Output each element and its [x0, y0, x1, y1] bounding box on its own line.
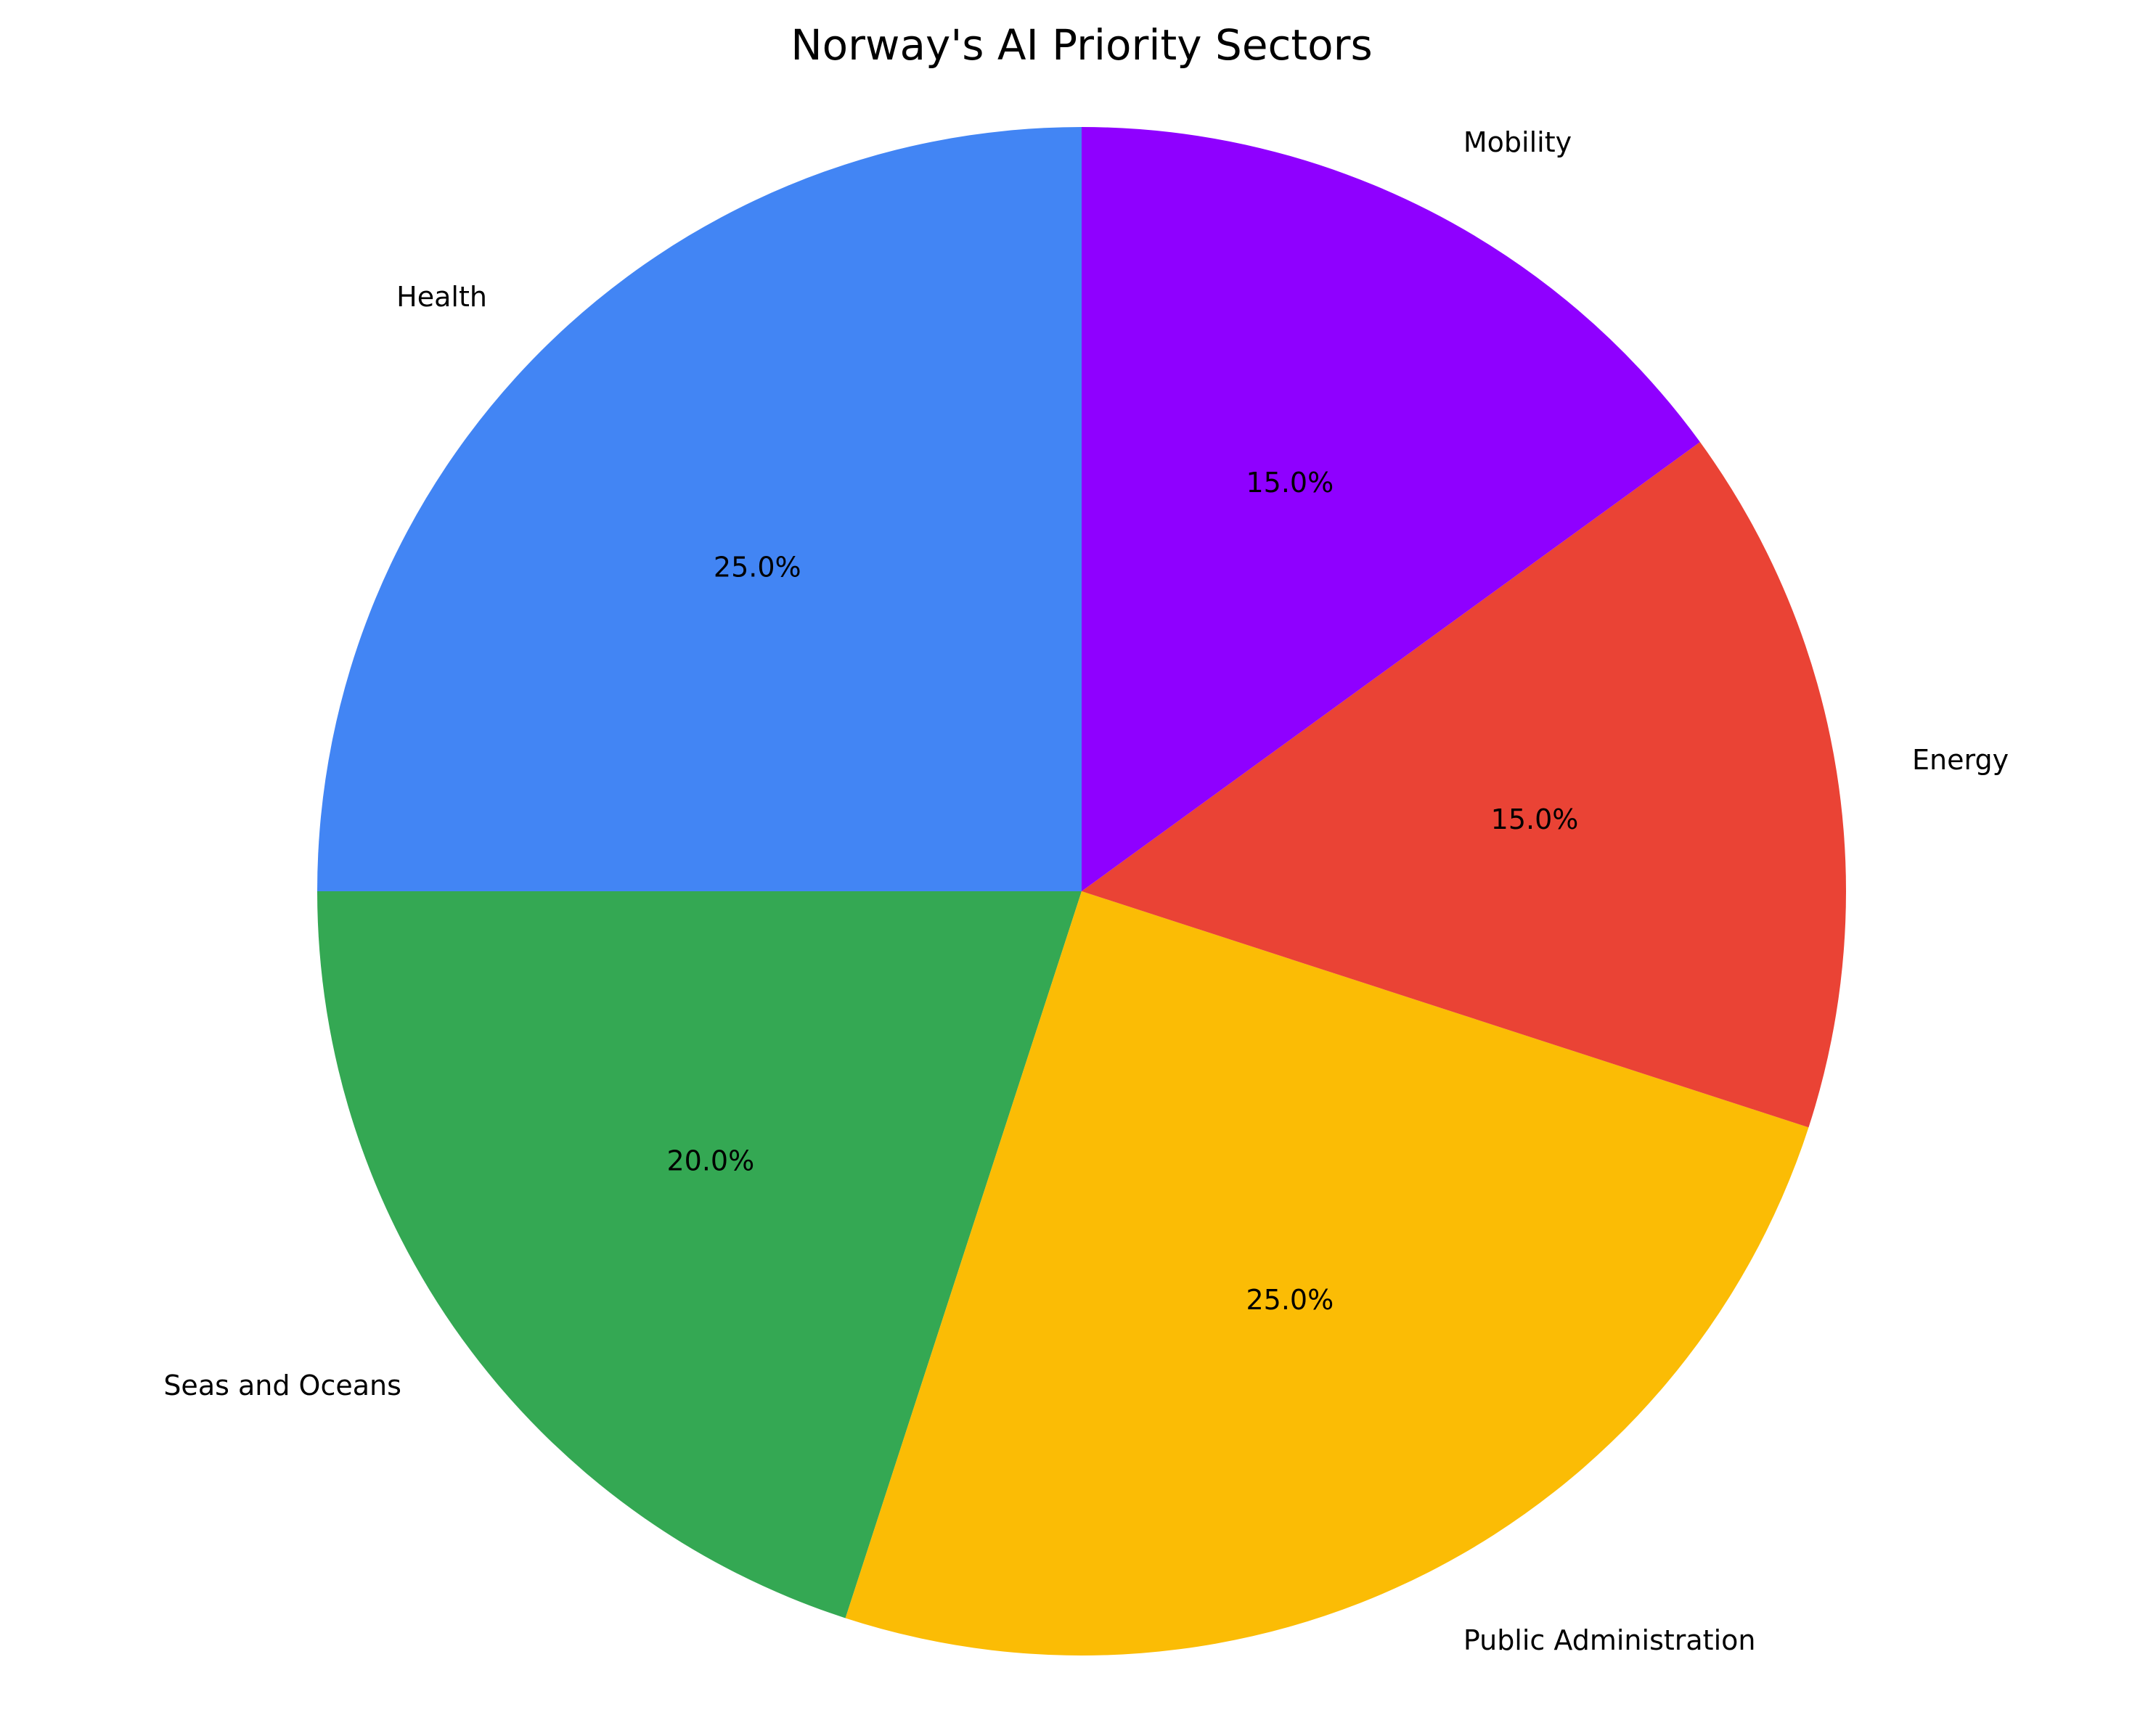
pie-percent-label-public-administration: 25.0% — [1246, 1284, 1334, 1316]
pie-percent-label-energy: 15.0% — [1491, 803, 1579, 835]
pie-slice-seas-and-oceans — [317, 891, 1082, 1618]
pie-percent-label-mobility: 15.0% — [1246, 467, 1334, 499]
chart-title: Norway's AI Priority Sectors — [791, 20, 1372, 70]
pie-slice-health — [317, 127, 1082, 891]
pie-category-label-mobility: Mobility — [1463, 126, 1572, 158]
pie-slices — [317, 127, 1846, 1656]
pie-labels: 25.0% Health 20.0% Seas and Oceans 25.0% Publ… — [163, 126, 2009, 1656]
pie-slice-public-administration — [845, 891, 1809, 1656]
pie-category-label-seas-and-oceans: Seas and Oceans — [163, 1370, 401, 1401]
pie-percent-label-seas-and-oceans: 20.0% — [667, 1145, 755, 1176]
pie-slice-mobility — [1082, 127, 1700, 891]
pie-slice-energy — [1082, 442, 1846, 1128]
pie-category-label-health: Health — [396, 281, 487, 313]
pie-percent-label-health: 25.0% — [714, 551, 801, 583]
pie-category-label-energy: Energy — [1912, 744, 2009, 776]
pie-category-label-public-administration: Public Administration — [1463, 1624, 1756, 1656]
